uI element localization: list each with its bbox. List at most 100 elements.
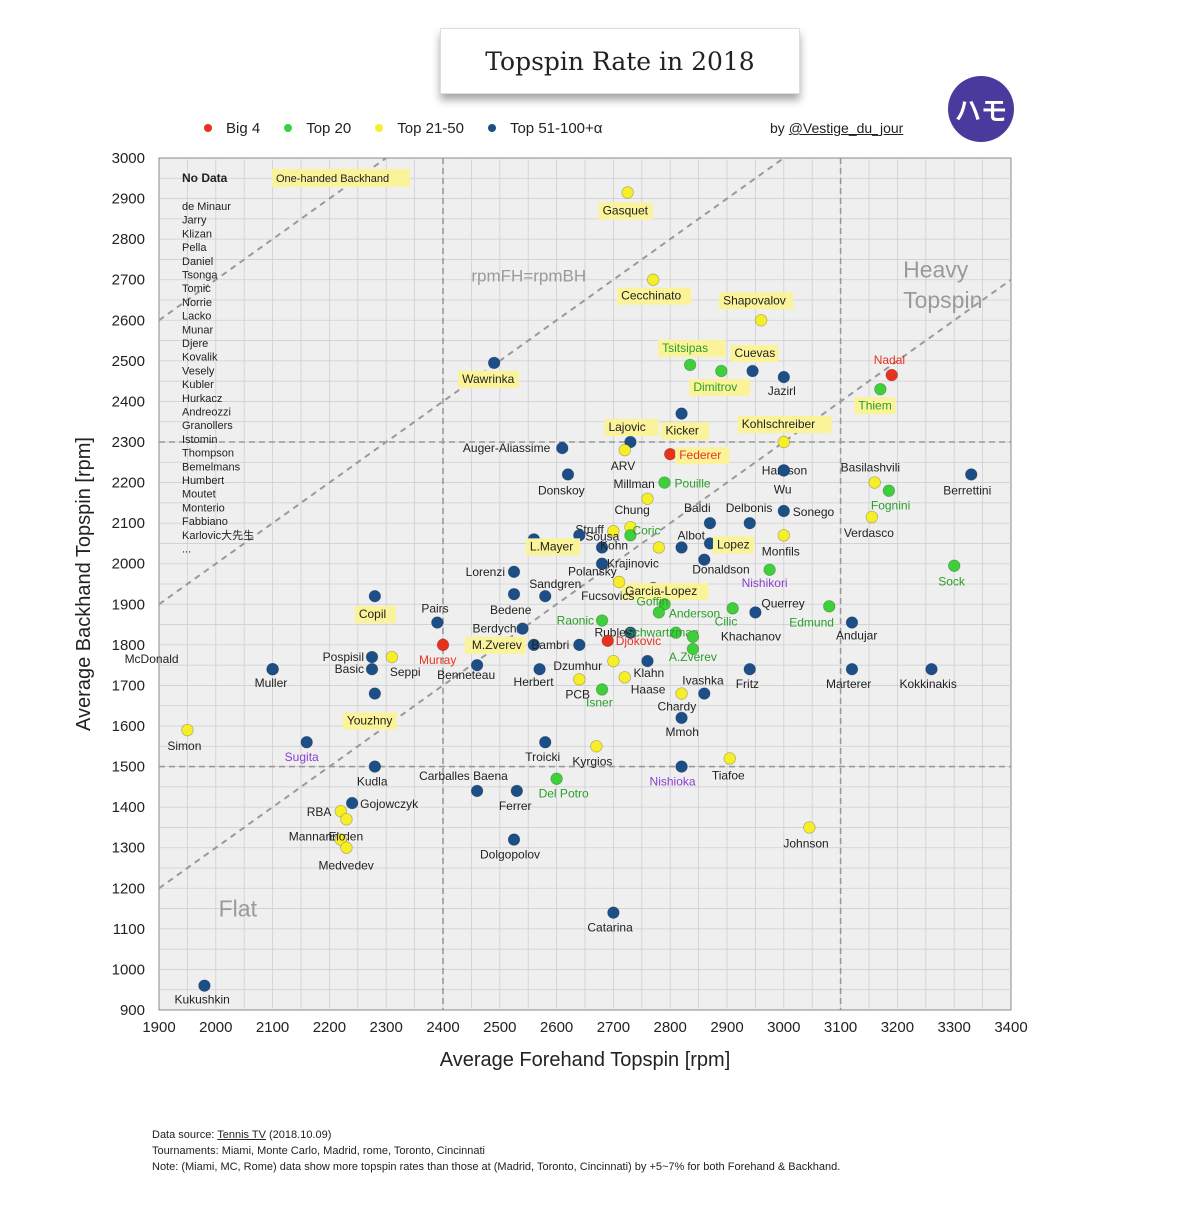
- one-handed-highlight: [525, 538, 581, 556]
- data-point: [698, 553, 711, 566]
- data-point-group: Polansky: [568, 557, 617, 579]
- data-point-group: A.Zverev: [669, 642, 717, 664]
- data-label: Johnson: [783, 836, 828, 850]
- data-point: [550, 772, 563, 785]
- data-label: L.Mayer: [530, 539, 573, 553]
- data-point-group: Sock: [938, 559, 966, 589]
- one-handed-highlight: [675, 447, 730, 465]
- data-point: [368, 760, 382, 773]
- data-point-group: Albot: [675, 528, 706, 554]
- footer-source-suffix: (2018.10.09): [265, 1129, 332, 1141]
- data-label: Coric: [632, 523, 660, 537]
- data-label: Albot: [678, 528, 706, 542]
- data-point: [595, 557, 609, 570]
- data-point-group: Simon: [167, 723, 201, 753]
- legend-item-top51: Top 51-100+α: [487, 120, 602, 137]
- y-tick-label: 2400: [112, 393, 145, 410]
- y-tick-label: 2100: [112, 515, 145, 532]
- data-point: [573, 673, 586, 686]
- data-point-group: Lajovic: [604, 419, 659, 449]
- no-data-name: ...: [182, 544, 191, 556]
- data-point-group: Benneteau: [437, 658, 495, 682]
- data-point-group: PCB: [565, 673, 590, 701]
- data-label: Ivashka: [682, 674, 724, 688]
- data-label: Pospisil: [323, 650, 364, 664]
- no-data-name: Istomin: [182, 434, 217, 446]
- data-point: [436, 638, 450, 652]
- y-tick-label: 1200: [112, 880, 145, 897]
- data-point: [777, 370, 791, 384]
- one-handed-highlight: [719, 292, 794, 310]
- data-label: Gojowczyk: [360, 797, 419, 811]
- x-tick-label: 2700: [597, 1019, 630, 1036]
- data-label: Nadal: [874, 353, 905, 367]
- data-point: [539, 589, 552, 603]
- x-tick-label: 2800: [654, 1019, 687, 1036]
- data-point-group: Chung: [614, 503, 650, 534]
- data-point-group: Coric: [624, 523, 660, 542]
- one-handed-highlight: [661, 422, 710, 440]
- data-point: [845, 663, 859, 676]
- data-label: McDonald: [125, 652, 179, 666]
- data-label: Cecchinato: [621, 289, 681, 303]
- data-label: Fucsovics: [581, 589, 634, 603]
- diagonal-label: rpmFH=rpmBH: [471, 267, 586, 286]
- data-point: [181, 723, 194, 737]
- data-point: [507, 833, 521, 846]
- data-point: [624, 626, 637, 639]
- credit-handle-link[interactable]: @Vestige_du_jour: [788, 120, 904, 136]
- data-point-group: Nishikori: [742, 563, 788, 590]
- no-data-name: Vesely: [182, 365, 215, 377]
- data-label: Kukushkin: [174, 993, 229, 1007]
- data-point-group: Youzhny: [342, 687, 398, 730]
- no-data-name: Kovalik: [182, 352, 218, 364]
- data-point: [743, 516, 756, 530]
- data-point-group: Dimitrov: [689, 364, 751, 396]
- data-point: [675, 687, 688, 700]
- data-label: M.Zverev: [472, 638, 522, 652]
- data-point: [874, 383, 887, 396]
- data-point: [746, 364, 759, 378]
- x-tick-label: 3200: [881, 1019, 914, 1036]
- no-data-name: Karlovic大先生: [182, 528, 254, 542]
- data-label: Wu: [774, 482, 792, 496]
- data-label: Bambri: [531, 638, 569, 652]
- diagonal-line: [158, 278, 1012, 890]
- x-tick-label: 2600: [540, 1019, 573, 1036]
- y-tick-label: 900: [120, 1002, 145, 1019]
- no-data-name: Hurkacz: [182, 393, 222, 405]
- data-point: [365, 663, 379, 676]
- data-point-group: Sugita: [285, 736, 319, 764]
- data-point: [777, 529, 791, 542]
- data-point-group: Raonic: [557, 614, 609, 628]
- data-label: Anderson: [669, 606, 720, 620]
- data-label: Sugita: [285, 750, 319, 764]
- data-point-group: Federer: [664, 447, 730, 465]
- data-label: Garcia-Lopez: [625, 584, 697, 598]
- chart-title: Topspin Rate in 2018: [485, 46, 755, 76]
- data-point-group: Wawrinka: [458, 356, 519, 388]
- credit: by @Vestige_du_jour: [770, 120, 903, 136]
- data-point-group: Nadal: [874, 353, 905, 382]
- footer-source-link[interactable]: Tennis TV: [217, 1129, 266, 1141]
- data-label: Kohn: [600, 538, 628, 552]
- data-point-group: Millman: [613, 477, 655, 506]
- one-handed-highlight: [458, 370, 519, 388]
- x-axis-label: Average Forehand Topspin [rpm]: [440, 1049, 731, 1071]
- data-point: [865, 510, 879, 524]
- data-point-group: Medvedev: [318, 841, 374, 873]
- data-point-group: Lorenzi: [466, 565, 521, 579]
- data-point-group: Murray: [419, 638, 456, 667]
- data-label: Kicker: [666, 424, 699, 438]
- data-label: Mannarino: [289, 830, 346, 844]
- legend: Big 4 Top 20 Top 21-50 Top 51-100+α: [204, 118, 626, 138]
- data-point-group: Troicki: [525, 736, 560, 764]
- data-point: [340, 813, 353, 826]
- data-label: Rublev: [594, 626, 631, 640]
- data-point-group: Ivashka: [682, 674, 724, 700]
- data-label: Tiafoe: [712, 768, 745, 782]
- data-point: [777, 504, 791, 518]
- data-point: [675, 711, 688, 725]
- x-tick-label: 2300: [370, 1019, 403, 1036]
- data-point-group: Pouille: [658, 476, 711, 491]
